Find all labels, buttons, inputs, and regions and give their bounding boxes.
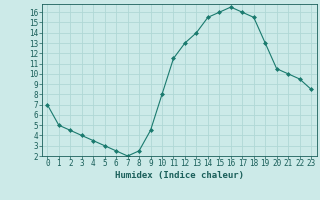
X-axis label: Humidex (Indice chaleur): Humidex (Indice chaleur) <box>115 171 244 180</box>
